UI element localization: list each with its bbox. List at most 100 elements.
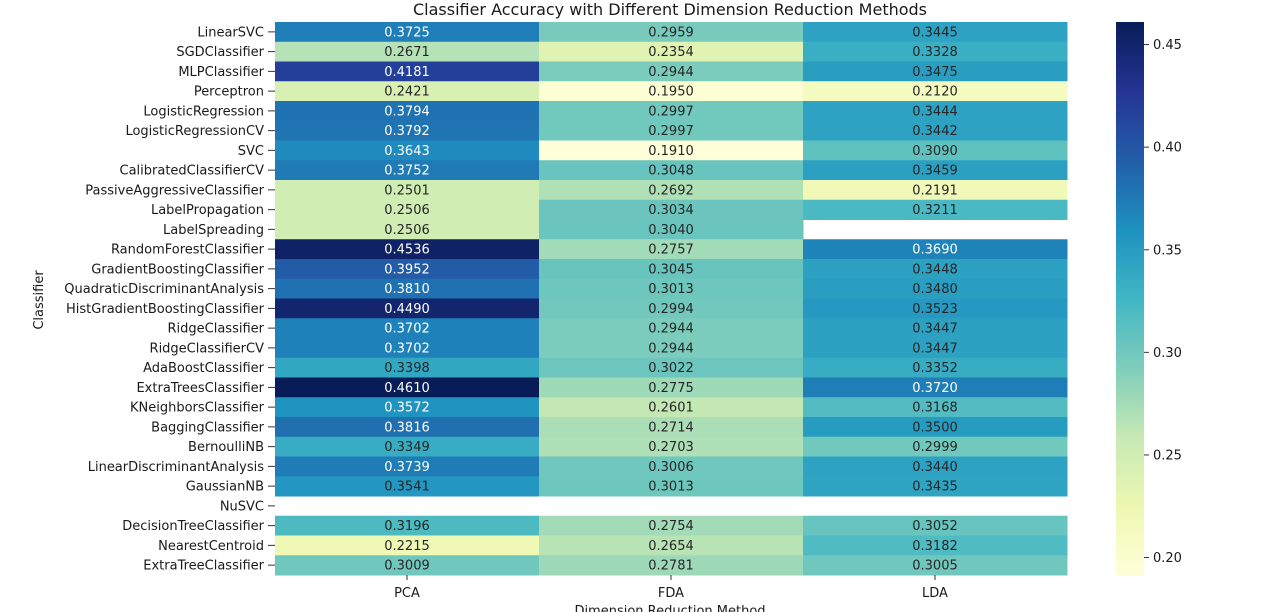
cell-value-label: 0.3448 (912, 262, 958, 277)
heatmap-cell (275, 140, 540, 161)
cell-value-label: 0.2997 (648, 124, 694, 139)
row-label: SVC (238, 144, 264, 159)
heatmap-cell (275, 515, 540, 536)
row-label: LogisticRegression (143, 104, 264, 119)
cell-value-label: 0.2120 (912, 85, 958, 100)
row-label: CalibratedClassifierCV (120, 164, 265, 179)
heatmap-cell (539, 81, 804, 102)
colorbar (1116, 22, 1144, 576)
cell-value-label: 0.2506 (384, 203, 430, 218)
heatmap-cell (539, 555, 804, 576)
heatmap-cell (803, 555, 1068, 576)
cell-value-label: 0.3794 (384, 104, 430, 119)
row-label: ExtraTreesClassifier (136, 381, 264, 396)
heatmap-cell (539, 456, 804, 477)
cell-value-label: 0.2354 (648, 45, 694, 60)
cell-value-label: 0.3541 (384, 480, 430, 495)
heatmap-cell (275, 318, 540, 339)
cell-value-label: 0.2944 (648, 341, 694, 356)
row-label: RandomForestClassifier (111, 243, 265, 258)
row-tick-labels: LinearSVC SGDClassifier MLPClassifier Perce… (64, 25, 275, 574)
heatmap-cell (275, 22, 540, 43)
heatmap-cell (539, 101, 804, 122)
heatmap-cell (539, 199, 804, 220)
cell-value-label: 0.3523 (912, 302, 958, 317)
heatmap-cell (275, 298, 540, 319)
heatmap-cell (275, 81, 540, 102)
cell-value-label: 0.3739 (384, 460, 430, 475)
heatmap-cell (275, 239, 540, 260)
column-label: PCA (394, 586, 420, 601)
row-label: DecisionTreeClassifier (122, 519, 264, 534)
row-label: LabelPropagation (151, 203, 264, 218)
colorbar-tick-label: 0.20 (1153, 551, 1182, 566)
heatmap-cell (539, 22, 804, 43)
cell-value-label: 0.3045 (648, 262, 694, 277)
heatmap-cell (539, 259, 804, 280)
cell-value-label: 0.3052 (912, 519, 958, 534)
row-label: QuadraticDiscriminantAnalysis (64, 282, 264, 297)
heatmap-cell (539, 160, 804, 181)
cell-value-label: 0.2692 (648, 183, 694, 198)
heatmap-cell (803, 61, 1068, 82)
heatmap-cell (275, 397, 540, 418)
row-label: LogisticRegressionCV (125, 124, 264, 139)
heatmap-cell (803, 515, 1068, 536)
cell-value-label: 0.3182 (912, 539, 958, 554)
heatmap-cell (803, 41, 1068, 62)
cell-value-label: 0.3090 (912, 144, 958, 159)
row-label: LinearDiscriminantAnalysis (88, 460, 265, 475)
cell-value-label: 0.2501 (384, 183, 430, 198)
cell-value-label: 0.3447 (912, 322, 958, 337)
heatmap-cell (275, 199, 540, 220)
colorbar-tick-label: 0.40 (1153, 141, 1182, 156)
heatmap-cell (275, 61, 540, 82)
heatmap-cell (275, 219, 540, 240)
heatmap-cell (803, 199, 1068, 220)
cell-value-label: 0.3952 (384, 262, 430, 277)
heatmap-cell (539, 219, 804, 240)
heatmap-cell (803, 278, 1068, 299)
cell-value-label: 0.3328 (912, 45, 958, 60)
cell-value-label: 0.3690 (912, 243, 958, 258)
cell-value-label: 0.2959 (648, 25, 694, 40)
cell-value-label: 0.3006 (648, 460, 694, 475)
row-label: NuSVC (220, 499, 264, 514)
heatmap-cell (803, 239, 1068, 260)
row-label: NearestCentroid (158, 539, 264, 554)
row-label: BernoulliNB (188, 440, 264, 455)
cell-value-label: 0.4536 (384, 243, 430, 258)
chart-title: Classifier Accuracy with Different Dimen… (413, 0, 927, 19)
cell-value-label: 0.2654 (648, 539, 694, 554)
heatmap-cell (539, 239, 804, 260)
heatmap-cell (539, 61, 804, 82)
cell-value-label: 0.3444 (912, 104, 958, 119)
cell-value-label: 0.2775 (648, 381, 694, 396)
cell-value-label: 0.2944 (648, 65, 694, 80)
row-label: GaussianNB (186, 480, 264, 495)
cell-value-label: 0.1950 (648, 85, 694, 100)
heatmap-cell (539, 377, 804, 398)
row-label: RidgeClassifier (168, 322, 265, 337)
heatmap-cell (803, 120, 1068, 141)
y-axis-title: Classifier (32, 270, 47, 330)
heatmap-cell (539, 535, 804, 556)
cell-value-label: 0.4181 (384, 65, 430, 80)
column-tick-labels: PCA FDA LDA (394, 575, 948, 601)
cell-value-label: 0.3500 (912, 420, 958, 435)
heatmap-cell (803, 180, 1068, 201)
cell-value-label: 0.3352 (912, 361, 958, 376)
column-label: FDA (658, 586, 684, 601)
cell-value-label: 0.3196 (384, 519, 430, 534)
heatmap-cell (539, 417, 804, 438)
heatmap-cell (275, 160, 540, 181)
cell-value-label: 0.3572 (384, 401, 430, 416)
cell-value-label: 0.3702 (384, 341, 430, 356)
cell-value-label: 0.3211 (912, 203, 958, 218)
x-axis-title: Dimension Reduction Method (574, 604, 765, 612)
heatmap-cell (539, 515, 804, 536)
cell-value-label: 0.2757 (648, 243, 694, 258)
row-label: PassiveAggressiveClassifier (85, 183, 264, 198)
heatmap-cell (803, 101, 1068, 122)
